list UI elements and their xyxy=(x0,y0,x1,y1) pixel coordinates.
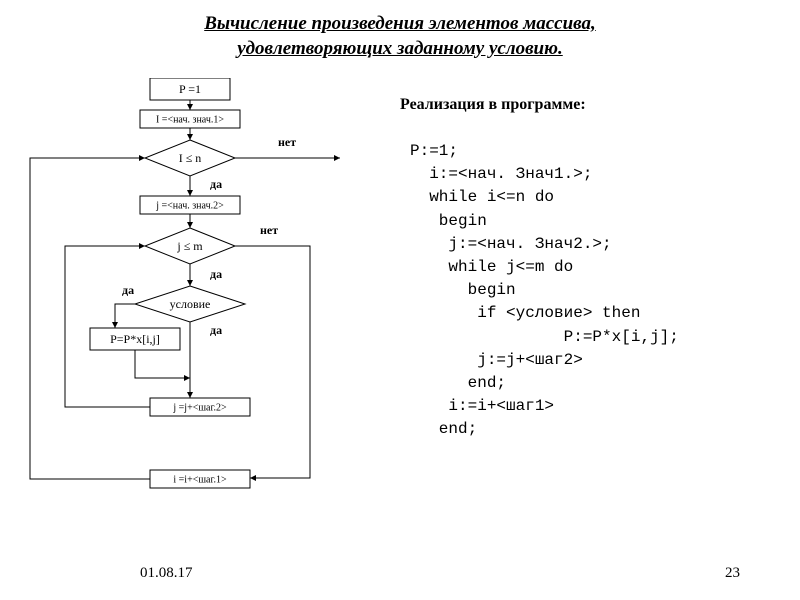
edge xyxy=(135,350,190,378)
edge-label: да xyxy=(122,283,134,297)
edge-label: да xyxy=(210,267,222,281)
flow-box-label-jinc: j =j+<шаг.2> xyxy=(172,403,227,414)
title-line2: удовлетворяющих заданному условию. xyxy=(237,38,563,59)
flow-box-label-iinc: i =i+<шаг.1> xyxy=(173,475,227,486)
flowchart: да нет да нет да да P =1 I =<нач. знач.1> I ≤ n j… xyxy=(10,78,380,568)
flow-box-label-i0: I =<нач. знач.1> xyxy=(156,115,224,126)
edge-label: нет xyxy=(278,135,296,149)
page-title: Вычисление произведения элементов массив… xyxy=(0,12,800,61)
title-line1: Вычисление произведения элементов массив… xyxy=(204,13,596,34)
edge xyxy=(115,304,135,328)
flow-decision-label-cond: условие xyxy=(170,297,211,311)
flow-box-label-p1: P =1 xyxy=(179,82,201,96)
flow-decision-label-ilen: I ≤ n xyxy=(179,151,202,165)
flow-decision-label-jlem: j ≤ m xyxy=(176,239,203,253)
code-block: P:=1; i:=<нач. Знач1.>; while i<=n do be… xyxy=(410,140,679,441)
edge-label: да xyxy=(210,323,222,337)
code-heading: Реализация в программе: xyxy=(400,96,586,114)
footer-date: 01.08.17 xyxy=(140,565,193,582)
flow-box-label-j0: j =<нач. знач.2> xyxy=(155,201,224,212)
edge xyxy=(65,246,150,407)
edge-label: нет xyxy=(260,223,278,237)
page-number: 23 xyxy=(725,565,740,582)
code-heading-text: Реализация в программе: xyxy=(400,96,586,113)
edge xyxy=(30,158,150,479)
edge xyxy=(235,246,310,478)
flow-box-label-mul: P=P*x[i,j] xyxy=(110,332,160,346)
footer-date-text: 01.08.17 xyxy=(140,565,193,581)
page-number-text: 23 xyxy=(725,565,740,581)
edge-label: да xyxy=(210,177,222,191)
